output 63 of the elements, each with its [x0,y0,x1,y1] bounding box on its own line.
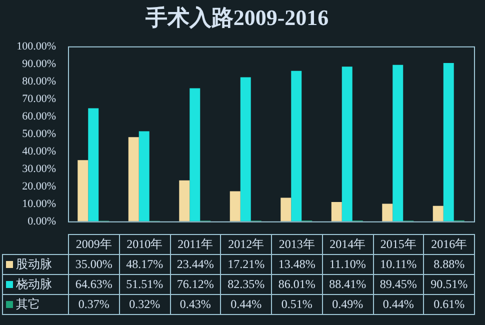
x-tick-label: 2013年 [272,234,322,254]
data-label: 0.51% [272,294,322,314]
bar [78,160,88,222]
data-label: 0.44% [373,294,424,314]
data-label: 0.37% [68,294,120,314]
y-tick-label: 70.00% [22,92,56,105]
bar [128,137,139,222]
x-tick-label: 2012年 [220,234,272,254]
bar [179,180,190,222]
data-label: 0.32% [119,294,170,314]
data-label: 10.11% [373,254,424,274]
y-tick-label: 90.00% [22,58,56,70]
bar [443,63,454,222]
x-tick-label: 2011年 [170,234,221,254]
x-tick-label: 2014年 [322,234,373,254]
data-label: 82.35% [220,274,272,294]
data-label: 0.49% [322,294,373,314]
bar [291,70,302,222]
legend-label: 其它 [16,297,40,311]
bar [432,206,444,222]
data-label: 11.10% [322,254,373,274]
x-tick-label: 2016年 [424,234,474,254]
data-label: 51.51% [119,274,170,294]
y-tick-label: 100.00% [16,40,56,52]
y-tick-label: 20.00% [22,180,56,192]
data-label: 35.00% [68,254,120,274]
bar [331,202,342,222]
y-tick-label: 80.00% [22,75,56,88]
bar [342,66,352,222]
y-tick-label: 50.00% [22,128,56,140]
data-label: 13.48% [272,254,322,274]
data-label: 88.41% [322,274,373,294]
x-tick-label: 2009年 [68,234,120,254]
data-label: 0.43% [170,294,221,314]
legend-label: 股动脉 [16,257,52,271]
y-tick-label: 60.00% [22,110,56,122]
data-label: 8.88% [424,254,474,274]
chart-title: 手术入路2009-2016 [144,4,329,30]
bar [280,198,292,222]
y-tick-label: 0.00% [28,215,56,228]
y-tick-label: 40.00% [22,145,56,158]
x-tick-label: 2015年 [373,234,424,254]
data-label: 0.44% [220,294,272,314]
data-label: 0.61% [424,294,474,314]
y-tick-label: 10.00% [22,198,56,210]
bar [240,77,251,222]
x-tick-label: 2010年 [119,234,170,254]
data-label: 23.44% [170,254,221,274]
data-label: 86.01% [272,274,322,294]
data-label: 64.63% [68,274,120,294]
data-label: 89.45% [373,274,424,294]
data-label: 76.12% [170,274,221,294]
data-label: 48.17% [119,254,170,274]
bar [190,88,200,222]
y-tick-label: 30.00% [22,162,56,175]
bar [138,131,150,222]
data-label: 90.51% [424,274,474,294]
bar [392,64,404,222]
bar [230,191,240,222]
legend-label: 桡动脉 [16,277,52,291]
data-label: 17.21% [220,254,272,274]
bar [382,204,393,222]
bar [88,108,99,222]
